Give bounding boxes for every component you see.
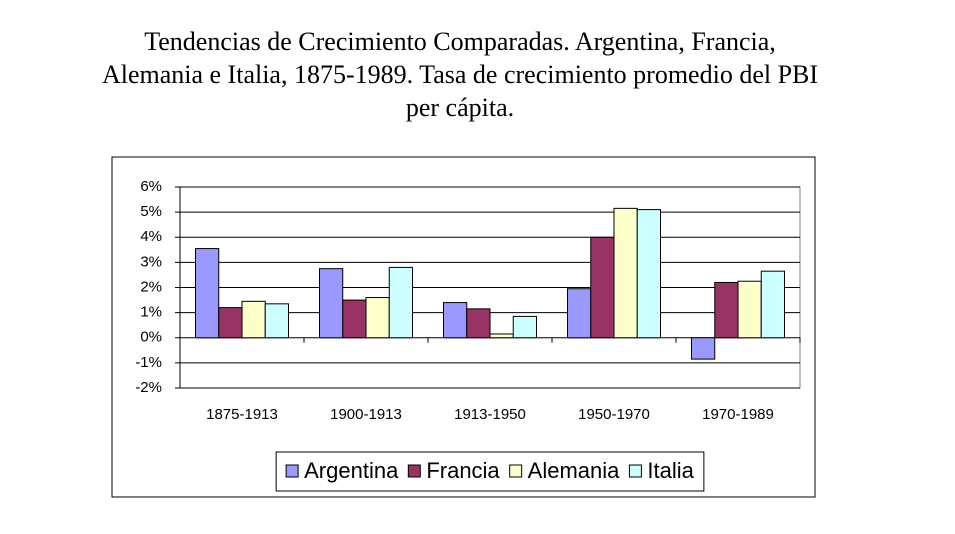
y-tick-label: -2% bbox=[135, 379, 162, 396]
bar bbox=[737, 280, 762, 339]
bar bbox=[613, 207, 638, 339]
bar bbox=[388, 266, 413, 339]
legend-label: Italia bbox=[647, 458, 694, 483]
y-tick-label: 6% bbox=[140, 178, 162, 195]
bar bbox=[365, 297, 390, 339]
x-tick-label: 1875-1913 bbox=[206, 406, 278, 423]
bar bbox=[760, 270, 785, 339]
legend-label: Alemania bbox=[528, 458, 620, 483]
bar bbox=[567, 288, 592, 339]
bar bbox=[691, 337, 716, 360]
bar bbox=[195, 248, 220, 339]
x-tick-label: 1950-1970 bbox=[578, 406, 650, 423]
bar bbox=[512, 315, 537, 339]
bar bbox=[714, 281, 739, 339]
chart-title: Tendencias de Crecimiento Comparadas. Ar… bbox=[102, 27, 818, 122]
bar bbox=[218, 307, 243, 339]
bar bbox=[241, 300, 266, 339]
y-tick-label: 5% bbox=[140, 203, 162, 220]
legend-swatch bbox=[285, 464, 299, 478]
bar bbox=[342, 299, 367, 339]
legend-swatch bbox=[407, 464, 421, 478]
bar bbox=[489, 333, 514, 339]
bar bbox=[264, 303, 289, 339]
legend-swatch bbox=[628, 464, 642, 478]
x-tick-label: 1900-1913 bbox=[330, 406, 402, 423]
y-tick-label: 3% bbox=[140, 253, 162, 270]
y-tick-label: 2% bbox=[140, 278, 162, 295]
legend-swatch bbox=[509, 464, 523, 478]
y-tick-label: -1% bbox=[135, 354, 162, 371]
chart-frame bbox=[111, 156, 816, 498]
legend: Argentina Francia Alemania Italia bbox=[275, 451, 705, 492]
bar bbox=[590, 236, 615, 339]
x-tick-label: 1970-1989 bbox=[702, 406, 774, 423]
y-tick-label: 1% bbox=[140, 304, 162, 321]
bar bbox=[319, 268, 344, 339]
y-tick-label: 4% bbox=[140, 228, 162, 245]
x-tick-label: 1913-1950 bbox=[454, 406, 526, 423]
bar bbox=[443, 302, 468, 339]
legend-label: Francia bbox=[426, 458, 500, 483]
legend-label: Argentina bbox=[304, 458, 399, 483]
bar bbox=[636, 209, 661, 339]
y-tick-label: 0% bbox=[140, 329, 162, 346]
bar bbox=[466, 308, 491, 339]
